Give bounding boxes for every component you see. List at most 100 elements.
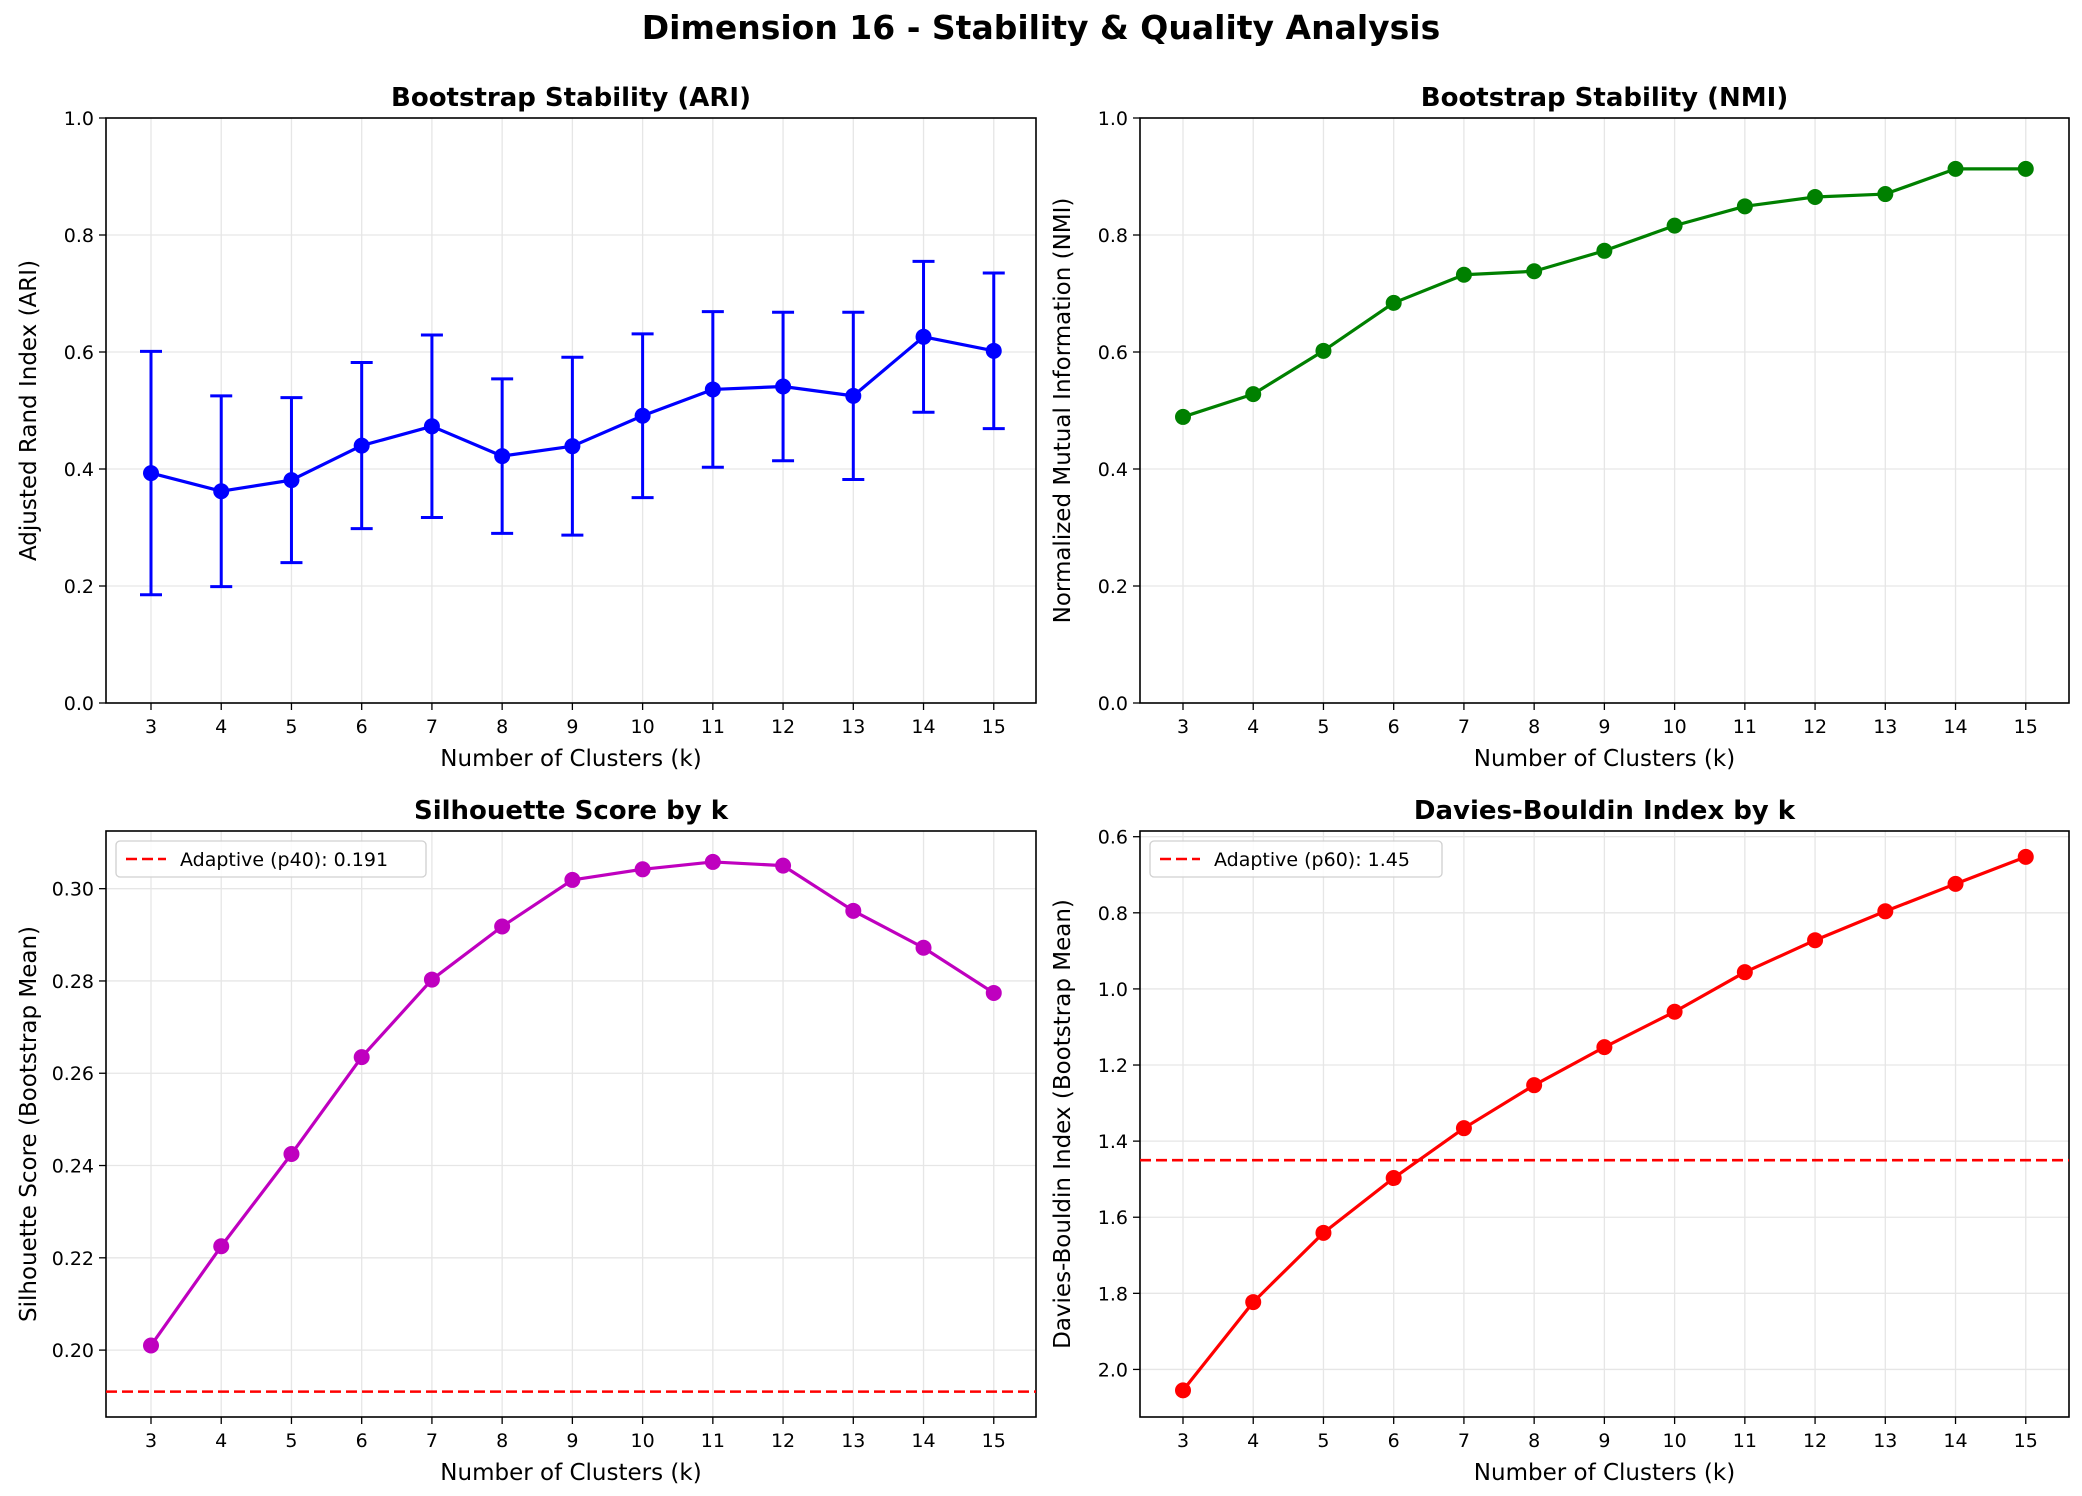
- y-tick-label: 1.8: [1098, 1283, 1128, 1305]
- axes-frame: [105, 117, 1037, 704]
- x-tick-label: 5: [1317, 716, 1329, 738]
- figure-title: Dimension 16 - Stability & Quality Analy…: [641, 8, 1441, 47]
- y-tick-label: 0.22: [52, 1248, 94, 1270]
- x-tick-label: 12: [771, 716, 795, 738]
- data-point: [845, 387, 862, 404]
- x-tick-label: 12: [1803, 716, 1827, 738]
- x-tick-label: 8: [496, 1430, 508, 1452]
- x-tick-label: 15: [2014, 1430, 2038, 1452]
- data-point: [1666, 1003, 1683, 1020]
- x-tick-label: 4: [215, 716, 227, 738]
- data-point: [775, 857, 792, 874]
- y-tick-label: 0.0: [1098, 693, 1128, 715]
- data-point: [283, 1145, 300, 1162]
- data-point: [423, 971, 440, 988]
- data-point: [1596, 242, 1613, 259]
- data-point: [1245, 1294, 1262, 1311]
- x-tick-label: 15: [982, 1430, 1006, 1452]
- data-point: [915, 939, 932, 956]
- data-point: [1596, 1039, 1613, 1056]
- y-tick-label: 1.0: [64, 108, 94, 130]
- x-tick-label: 7: [426, 1430, 438, 1452]
- data-point: [494, 918, 511, 935]
- data-point: [213, 483, 230, 500]
- y-tick-label: 0.6: [1098, 827, 1128, 849]
- panel-ari: 3 4 5 6 7 8 9 10 11 12 13 14 15 0.0 0.2 0.4 0.6 0.8 1.0 Boo…: [16, 83, 1037, 772]
- data-point: [1245, 386, 1262, 403]
- x-tick-label: 13: [1873, 716, 1897, 738]
- x-tick-label: 6: [356, 1430, 368, 1452]
- y-tick-label: 0.4: [64, 459, 94, 481]
- x-tick-label: 13: [841, 716, 865, 738]
- x-tick-label: 9: [1598, 716, 1610, 738]
- x-tick-label: 3: [1177, 716, 1189, 738]
- y-tick-label: 0.6: [64, 342, 94, 364]
- y-tick-label: 0.0: [64, 693, 94, 715]
- data-point: [1455, 266, 1472, 283]
- data-point: [634, 861, 651, 878]
- x-tick-label: 10: [1663, 716, 1687, 738]
- data-point: [634, 407, 651, 424]
- data-point: [915, 328, 932, 345]
- panel-db: 3 4 5 6 7 8 9 10 11 12 13 14 15 0.6 0.8 1.0 1.2 1.4 1.6 1.8…: [1050, 796, 2070, 1486]
- x-tick-label: 10: [631, 716, 655, 738]
- y-tick-label: 0.4: [1098, 459, 1128, 481]
- x-tick-label: 14: [1943, 716, 1967, 738]
- y-tick-label: 1.4: [1098, 1131, 1128, 1153]
- y-tick-label: 1.2: [1098, 1055, 1128, 1077]
- panel-sil: 3 4 5 6 7 8 9 10 11 12 13 14 15 0.20 0.22 0.24 0.26 0.28 0…: [16, 796, 1037, 1486]
- x-tick-label: 9: [566, 1430, 578, 1452]
- panel-title: Davies-Bouldin Index by k: [1414, 796, 1796, 826]
- data-point: [1947, 160, 1964, 177]
- y-axis-label: Silhouette Score (Bootstrap Mean): [16, 926, 42, 1322]
- x-tick-label: 14: [1943, 1430, 1967, 1452]
- x-tick-label: 7: [1458, 1430, 1470, 1452]
- data-point: [1175, 1382, 1191, 1399]
- data-point: [494, 448, 511, 465]
- x-tick-label: 15: [982, 716, 1006, 738]
- legend-label: Adaptive (p40): 0.191: [180, 849, 388, 871]
- y-tick-label: 0.30: [52, 879, 94, 901]
- y-axis-label: Davies-Bouldin Index (Bootstrap Mean): [1050, 899, 1076, 1349]
- data-point: [353, 1049, 370, 1066]
- data-point: [564, 438, 581, 455]
- x-axis-label: Number of Clusters (k): [1474, 746, 1735, 772]
- data-point: [1526, 263, 1543, 280]
- data-point: [143, 465, 159, 482]
- data-point: [1315, 1224, 1332, 1241]
- data-point: [2017, 848, 2034, 865]
- x-axis-label: Number of Clusters (k): [440, 1460, 701, 1486]
- x-tick-label: 11: [1733, 716, 1757, 738]
- x-tick-label: 11: [1733, 1430, 1757, 1452]
- data-point: [1807, 188, 1824, 205]
- x-tick-label: 3: [1177, 1430, 1189, 1452]
- y-tick-label: 0.2: [1098, 576, 1128, 598]
- data-point: [1315, 342, 1332, 359]
- y-tick-label: 0.8: [1098, 225, 1128, 247]
- x-tick-label: 5: [285, 1430, 297, 1452]
- y-tick-label: 1.0: [1098, 979, 1128, 1001]
- x-tick-label: 12: [1803, 1430, 1827, 1452]
- x-tick-label: 11: [701, 716, 725, 738]
- data-point: [353, 437, 370, 454]
- data-point: [1175, 408, 1191, 425]
- legend-box: [1149, 840, 1443, 878]
- panel-title: Bootstrap Stability (ARI): [391, 83, 751, 113]
- y-tick-label: 1.6: [1098, 1207, 1128, 1229]
- x-tick-label: 8: [496, 716, 508, 738]
- data-point: [1736, 964, 1753, 981]
- y-tick-label: 0.28: [52, 971, 94, 993]
- y-tick-label: 2.0: [1098, 1359, 1128, 1381]
- data-point: [1526, 1077, 1543, 1094]
- data-point: [704, 381, 721, 398]
- data-point: [1666, 217, 1683, 234]
- data-point: [143, 1337, 159, 1354]
- data-point: [1385, 1170, 1402, 1187]
- x-tick-label: 11: [701, 1430, 725, 1452]
- data-point: [845, 902, 862, 919]
- data-point: [775, 378, 792, 395]
- data-point: [2017, 160, 2034, 177]
- y-tick-label: 0.20: [52, 1340, 94, 1362]
